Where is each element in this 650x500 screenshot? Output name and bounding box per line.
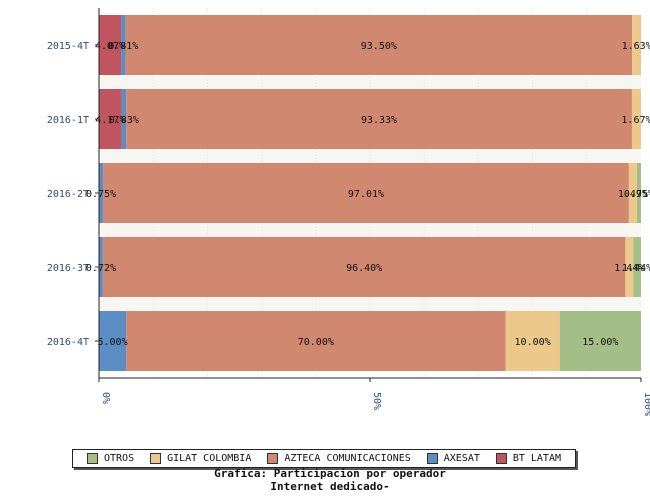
bar-segment <box>631 89 641 149</box>
bar-segment <box>99 311 127 371</box>
legend-item: AXESAT <box>426 453 480 464</box>
bar-segment <box>632 15 642 75</box>
legend-swatch <box>267 453 279 464</box>
bar-segment <box>99 163 104 223</box>
plot-background <box>99 75 641 311</box>
data-label: 93.50% <box>361 41 397 52</box>
legend-item: GILAT COLOMBIA <box>150 453 251 464</box>
category-label: 2016-3T <box>47 263 89 274</box>
bar-segment <box>121 15 126 75</box>
bars <box>99 15 642 371</box>
gap-band <box>99 297 641 311</box>
data-label: 70.00% <box>298 337 334 348</box>
chart-caption: Grafica: Participacion por operador Inte… <box>0 467 650 493</box>
data-labels: 4.07%0.81% 93.50% 1.63% 4.17%0.83% 93.33% 1.6… <box>86 41 650 348</box>
category-label: 2016-1T <box>47 115 89 126</box>
data-label: 1.67% <box>621 115 650 126</box>
bar-segment <box>121 89 127 149</box>
caption-line-1: Grafica: Participacion por operador <box>214 467 446 480</box>
bar-segment <box>102 237 626 297</box>
gap-band <box>99 75 641 89</box>
legend-item: AZTECA COMUNICACIONES <box>267 453 411 464</box>
data-label: 4.07% <box>95 41 125 52</box>
data-label: 4.17% <box>95 115 125 126</box>
caption-line-2: Internet dedicado- <box>270 480 390 493</box>
legend-label: AZTECA COMUNICACIONES <box>284 453 411 464</box>
data-label: 0.83% <box>109 115 139 126</box>
data-label: 1.44% <box>614 263 644 274</box>
legend-swatch <box>86 453 98 464</box>
bar-segment <box>559 311 641 371</box>
bar-segment <box>99 89 122 149</box>
data-label: 93.33% <box>361 115 397 126</box>
legend-swatch <box>426 453 438 464</box>
bar-segment <box>99 15 122 75</box>
data-label: 96.40% <box>346 263 382 274</box>
category-label: 2016-2T <box>47 189 89 200</box>
bar-segment <box>625 237 634 297</box>
bar-segment <box>103 163 629 223</box>
x-tick-label: 0% <box>100 392 111 404</box>
legend-label: AXESAT <box>443 453 480 464</box>
bar-segment <box>633 237 641 297</box>
data-label: 5.00% <box>97 337 127 348</box>
bar-segment <box>125 15 633 75</box>
legend-swatch <box>495 453 507 464</box>
bar-segment <box>505 311 560 371</box>
data-label: 0.75% <box>86 189 116 200</box>
data-label: 0.81% <box>108 41 138 52</box>
category-label: 2016-4T <box>47 337 89 348</box>
legend-item: OTROS <box>86 453 135 464</box>
x-tick-label: 100% <box>642 392 650 416</box>
bar-segment <box>126 311 506 371</box>
category-label: 2015-4T <box>47 41 89 52</box>
x-tick-label: 50% <box>371 392 382 410</box>
bar-segment <box>628 163 637 223</box>
data-label: 1.49% <box>618 189 648 200</box>
legend-swatch <box>150 453 162 464</box>
data-label: 10.00% <box>515 337 551 348</box>
data-label: 0.75% <box>624 189 650 200</box>
data-label: 1.63% <box>622 41 650 52</box>
data-label: 0.72% <box>86 263 116 274</box>
legend-label: GILAT COLOMBIA <box>167 453 252 464</box>
legend-label: BT LATAM <box>512 453 561 464</box>
legend-label: OTROS <box>103 453 135 464</box>
bar-segment <box>99 237 103 297</box>
legend-item: BT LATAM <box>495 453 561 464</box>
chart-legend: OTROS GILAT COLOMBIA AZTECA COMUNICACIONES… <box>72 449 576 468</box>
bar-segment <box>126 89 632 149</box>
data-label: 1.44% <box>622 263 650 274</box>
data-label: 97.01% <box>348 189 384 200</box>
bar-segment <box>636 163 641 223</box>
data-label: 15.00% <box>582 337 618 348</box>
